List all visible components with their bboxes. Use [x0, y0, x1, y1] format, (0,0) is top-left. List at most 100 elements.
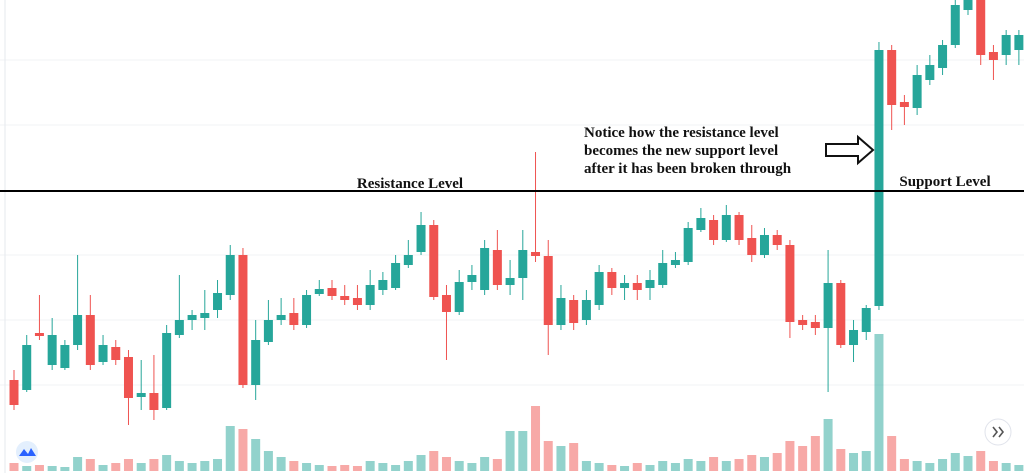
volume-bar: [670, 463, 680, 471]
body: [709, 220, 719, 240]
body: [47, 335, 57, 365]
volume-bar: [149, 459, 159, 471]
volume-bar: [810, 436, 820, 471]
body: [9, 380, 19, 405]
volume-bar: [950, 453, 960, 471]
body: [531, 252, 541, 256]
volume-bar: [136, 463, 146, 471]
body: [976, 0, 986, 55]
volume-bar: [251, 439, 261, 471]
body: [785, 245, 795, 322]
body: [721, 215, 731, 240]
volume-bar: [785, 441, 795, 471]
body: [391, 263, 401, 288]
volume-bar: [429, 451, 439, 471]
volume-bar: [276, 457, 286, 471]
volume-bar: [314, 465, 324, 471]
volume-bar: [874, 334, 884, 471]
volume-bar: [238, 429, 248, 471]
body: [213, 293, 223, 310]
body: [887, 50, 897, 105]
body: [302, 295, 312, 325]
body: [607, 272, 617, 288]
volume-bar: [60, 467, 70, 471]
volume-bar: [352, 466, 362, 471]
body: [569, 300, 579, 323]
body: [429, 225, 439, 297]
body: [123, 357, 133, 398]
volume-bar: [467, 463, 477, 471]
body: [1014, 35, 1024, 50]
annotation-line: Notice how the resistance level: [584, 125, 779, 141]
body: [378, 280, 388, 290]
volume-bar: [709, 457, 719, 471]
body: [187, 315, 197, 320]
volume-bar: [594, 463, 604, 471]
volume-bar: [187, 463, 197, 471]
volume-bar: [912, 461, 922, 471]
volume-bar: [759, 457, 769, 471]
volume-bar: [556, 446, 566, 471]
volume-bar: [658, 461, 668, 471]
body: [60, 345, 70, 368]
body: [823, 283, 833, 328]
volume-bar: [823, 419, 833, 471]
body: [1001, 35, 1011, 55]
body: [696, 218, 706, 230]
volume-bar: [772, 453, 782, 471]
volume-bar: [861, 451, 871, 471]
volume-bar: [289, 461, 299, 471]
body: [111, 347, 121, 360]
volume-bar: [200, 461, 210, 471]
volume-bar: [225, 426, 235, 471]
volume-bar: [302, 463, 312, 471]
body: [925, 65, 935, 80]
volume-bar: [518, 431, 528, 471]
body: [747, 238, 757, 255]
volume-bar: [721, 461, 731, 471]
volume-bar: [988, 461, 998, 471]
body: [861, 308, 871, 332]
volume-bar: [98, 465, 108, 471]
volume-bar: [123, 459, 133, 471]
volume-bar: [492, 459, 502, 471]
body: [899, 102, 909, 107]
volume-bar: [1014, 465, 1024, 471]
body: [276, 315, 286, 320]
volume-bar: [505, 431, 515, 471]
volume-bar: [734, 459, 744, 471]
body: [403, 255, 413, 265]
volume-bar: [543, 441, 553, 471]
annotation-line: becomes the new support level: [584, 143, 778, 159]
volume-bar: [887, 436, 897, 471]
body: [963, 0, 973, 10]
body: [938, 45, 948, 68]
body: [874, 50, 884, 306]
volume-bar: [85, 459, 95, 471]
volume-bar: [645, 465, 655, 471]
body: [352, 298, 362, 305]
body: [162, 333, 172, 408]
volume-bar: [849, 453, 859, 471]
body: [149, 393, 159, 410]
volume-bar: [683, 459, 693, 471]
body: [85, 315, 95, 365]
volume-bar: [938, 459, 948, 471]
body: [238, 255, 248, 385]
body: [200, 313, 210, 318]
body: [251, 340, 261, 385]
scroll-button[interactable]: [984, 418, 1012, 446]
body: [645, 280, 655, 288]
volume-bar: [34, 465, 44, 471]
body: [34, 333, 44, 336]
body: [365, 285, 375, 305]
annotation-line: after it has been broken through: [584, 161, 792, 177]
arrow: [825, 134, 875, 166]
logo: [16, 441, 38, 463]
volume-bar: [696, 461, 706, 471]
body: [98, 345, 108, 362]
body: [467, 275, 477, 282]
volume-bar: [162, 455, 172, 471]
volume-bar: [976, 451, 986, 471]
